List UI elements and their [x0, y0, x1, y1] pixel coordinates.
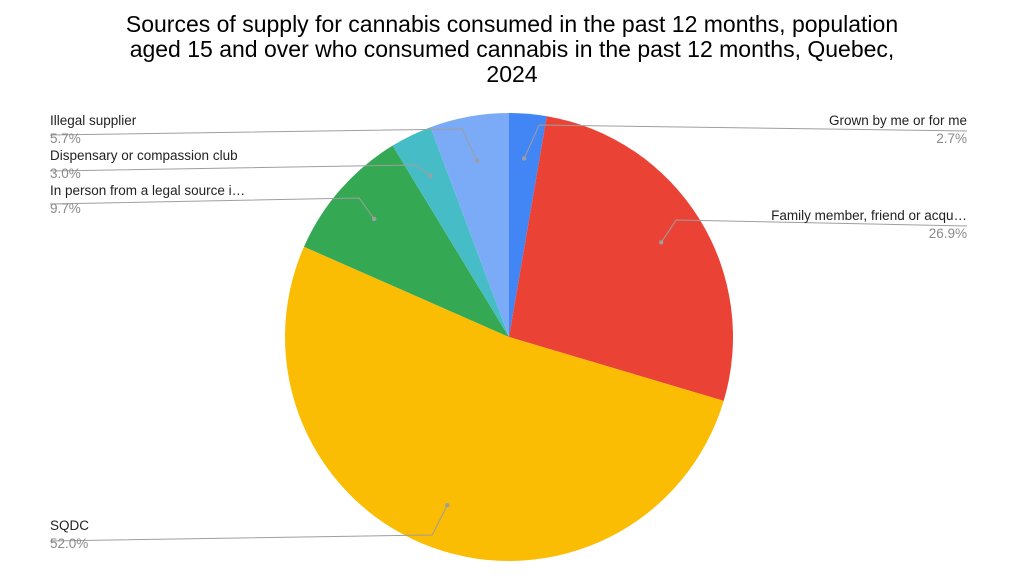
leader-dot [659, 240, 664, 245]
pie-slice-in-person-from-a-legal-source-i[interactable] [303, 145, 509, 337]
pie-slice-family-member-friend-or-acqu[interactable] [509, 116, 733, 401]
pie-slice-illegal-supplier[interactable] [430, 113, 509, 337]
slice-label: Family member, friend or acqu… [771, 208, 967, 223]
leader-dot [521, 156, 527, 161]
leader-line [49, 164, 431, 177]
leader-dot [445, 503, 450, 508]
leader-dot [428, 173, 433, 179]
slice-label: Grown by me or for me [829, 113, 967, 128]
slice-value-label: 5.7% [50, 131, 81, 146]
slice-label: SQDC [50, 518, 89, 533]
slice-label: Illegal supplier [50, 113, 137, 128]
slice-value-label: 9.7% [50, 201, 81, 216]
pie-slice-grown-by-me-or-for-me[interactable] [509, 113, 547, 337]
leader-line [660, 219, 968, 243]
pie-slice-sqdc[interactable] [285, 246, 724, 561]
chart-title: Sources of supply for cannabis consumed … [125, 11, 899, 87]
leader-line [49, 128, 478, 161]
slice-label: Dispensary or compassion club [50, 148, 238, 163]
leader-dot [474, 158, 480, 163]
slice-label: In person from a legal source i… [50, 183, 245, 198]
slice-value-label: 52.0% [50, 536, 88, 551]
leader-line [49, 197, 375, 220]
slice-value-label: 26.9% [929, 226, 967, 241]
leader-dot [372, 216, 377, 222]
slice-value-label: 3.0% [50, 166, 81, 181]
pie-slice-dispensary-or-compassion-club[interactable] [392, 127, 509, 337]
slice-value-label: 2.7% [936, 131, 967, 146]
leader-line [49, 504, 448, 542]
leader-line [523, 124, 968, 159]
